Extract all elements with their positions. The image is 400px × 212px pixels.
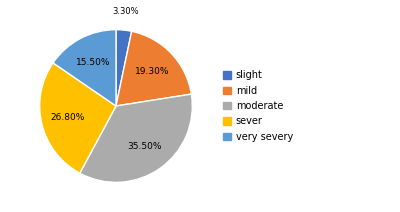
Wedge shape: [53, 30, 116, 106]
Legend: slight, mild, moderate, sever, very severy: slight, mild, moderate, sever, very seve…: [220, 67, 296, 145]
Text: 3.30%: 3.30%: [112, 7, 139, 16]
Text: 35.50%: 35.50%: [128, 142, 162, 151]
Wedge shape: [116, 30, 132, 106]
Wedge shape: [116, 31, 191, 106]
Wedge shape: [40, 63, 116, 173]
Text: 26.80%: 26.80%: [51, 113, 85, 122]
Text: 19.30%: 19.30%: [135, 67, 169, 76]
Text: 15.50%: 15.50%: [76, 58, 110, 67]
Wedge shape: [80, 94, 192, 182]
